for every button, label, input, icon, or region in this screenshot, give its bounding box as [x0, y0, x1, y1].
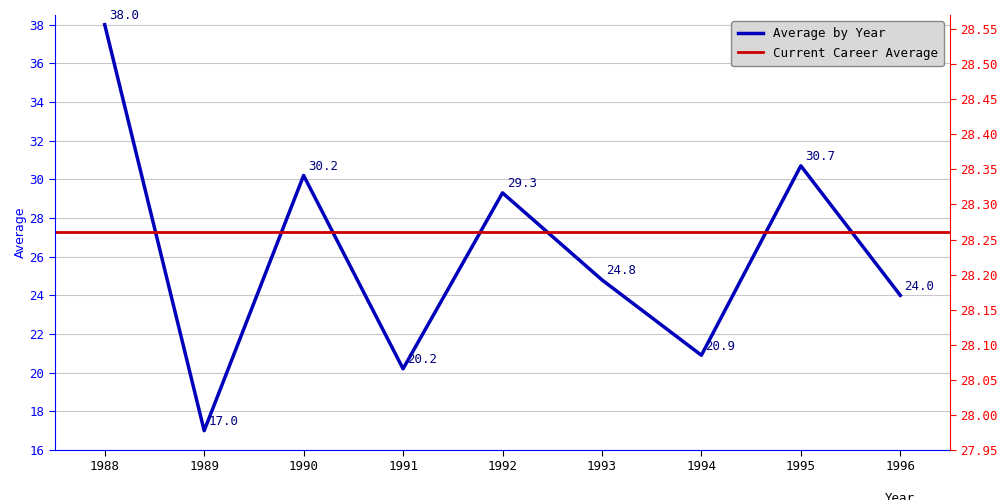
Text: 30.7: 30.7: [805, 150, 835, 163]
Average by Year: [596, 277, 608, 283]
Average by Year: [198, 428, 210, 434]
Average by Year: [894, 292, 906, 298]
Average by Year: [397, 366, 409, 372]
Text: Year: Year: [885, 492, 915, 500]
Text: 29.3: 29.3: [507, 178, 537, 190]
Average by Year: [99, 22, 111, 28]
Average by Year: [497, 190, 509, 196]
Line: Average by Year: Average by Year: [105, 24, 900, 430]
Text: 30.2: 30.2: [308, 160, 338, 173]
Text: 24.0: 24.0: [904, 280, 934, 293]
Legend: Average by Year, Current Career Average: Average by Year, Current Career Average: [731, 21, 944, 66]
Y-axis label: Average: Average: [14, 207, 27, 258]
Text: 20.2: 20.2: [407, 353, 437, 366]
Text: 38.0: 38.0: [109, 9, 139, 22]
Average by Year: [298, 172, 310, 178]
Average by Year: [695, 352, 707, 358]
Text: 17.0: 17.0: [208, 415, 238, 428]
Text: 20.9: 20.9: [706, 340, 736, 352]
Text: 24.8: 24.8: [606, 264, 636, 278]
Average by Year: [795, 163, 807, 169]
